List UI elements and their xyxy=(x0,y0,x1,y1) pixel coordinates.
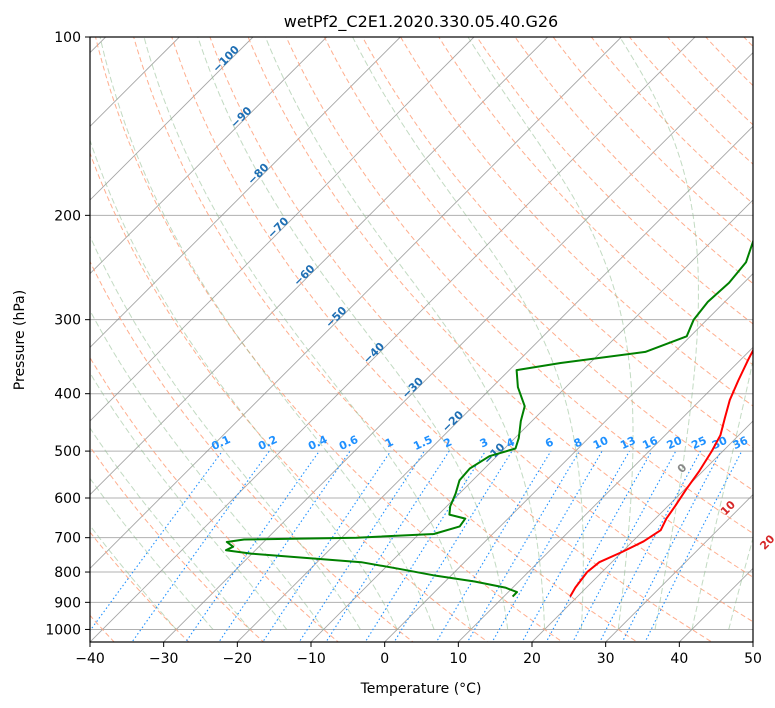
isotherm-line xyxy=(310,199,753,642)
x-tick-label: 40 xyxy=(670,651,688,667)
y-tick-label: 1000 xyxy=(45,622,81,638)
y-tick-label: 500 xyxy=(54,444,81,460)
plot-frame xyxy=(89,36,754,643)
mixing-ratio-line xyxy=(545,450,653,642)
isotherm-line xyxy=(90,37,622,569)
x-tick-label: 10 xyxy=(449,651,467,667)
moist-adiabat-line xyxy=(197,37,509,630)
moist-adiabat-line xyxy=(90,371,288,630)
x-axis-ticks: −40 −30 −20 −10 0 10 20 30 40 50 xyxy=(75,642,762,667)
moist-adiabat-line xyxy=(90,138,398,630)
moist-adiabat-line xyxy=(352,37,584,630)
x-tick-label: −10 xyxy=(296,651,326,667)
dry-adiabat-line xyxy=(552,37,753,245)
mixing-ratio-label: 10 xyxy=(591,434,611,452)
dewpoint-profile-line xyxy=(225,238,753,598)
moist-adiabat-line xyxy=(90,235,361,630)
mixing-ratio-line xyxy=(131,450,270,642)
mixing-ratio-line xyxy=(364,450,486,642)
profiles xyxy=(225,238,753,598)
isotherm-line xyxy=(531,420,753,642)
isotherm-line xyxy=(90,37,548,496)
x-tick-label: 50 xyxy=(744,651,762,667)
dry-adiabat-line xyxy=(361,37,753,449)
moist-adiabat-line xyxy=(90,477,214,630)
isotherm-line xyxy=(458,346,753,642)
dry-adiabat-line xyxy=(209,37,753,623)
dry-adiabat-line xyxy=(171,37,713,642)
dry-adiabat-line xyxy=(95,37,564,642)
y-axis-label: Pressure (hPa) xyxy=(12,290,28,390)
x-tick-label: 30 xyxy=(597,651,615,667)
dry-adiabat-line xyxy=(90,151,489,642)
chart-title: wetPf2_C2E1.2020.330.05.40.G26 xyxy=(284,12,558,32)
dry-adiabat-line xyxy=(400,37,753,407)
x-axis-label: Temperature (°C) xyxy=(360,681,482,697)
mixing-ratio-line xyxy=(491,450,603,642)
mixing-ratio-line xyxy=(435,450,552,642)
isotherm-line xyxy=(605,494,753,642)
x-tick-label: −30 xyxy=(149,651,179,667)
y-tick-label: 600 xyxy=(54,491,81,507)
y-tick-label: 300 xyxy=(54,313,81,329)
isotherm-line xyxy=(90,37,401,348)
mixing-ratio-line xyxy=(262,450,392,642)
mixing-ratio-line xyxy=(599,450,701,642)
dry-adiabat-line xyxy=(90,260,414,642)
y-axis-ticks: 100 200 300 400 500 600 700 800 900 1000 xyxy=(45,30,90,638)
mixing-ratio-line xyxy=(393,450,513,642)
x-tick-label: 0 xyxy=(380,651,389,667)
moist-adiabat-line xyxy=(90,427,251,630)
mixing-ratio-label: 36 xyxy=(731,434,751,452)
y-tick-label: 100 xyxy=(54,30,81,46)
isotherm-line xyxy=(237,125,753,642)
moist-adiabat-line xyxy=(619,37,699,630)
moist-adiabat-line xyxy=(691,357,753,630)
moist-adiabat-line xyxy=(264,37,546,630)
mixing-ratio-line xyxy=(218,450,351,642)
mixing-ratio-label: 20 xyxy=(665,434,685,452)
moist-adiabat-line xyxy=(99,37,435,630)
mixing-ratio-line xyxy=(325,450,450,642)
dry-adiabat-line xyxy=(438,37,753,366)
isotherm-line xyxy=(90,37,254,201)
isotherm-line xyxy=(90,37,475,422)
dry-adiabat-line xyxy=(133,37,638,642)
moist-adiabat-line xyxy=(90,524,177,630)
isotherm-line xyxy=(163,52,753,642)
y-tick-label: 900 xyxy=(54,595,81,611)
mixing-ratio-line xyxy=(298,450,425,642)
dry-adiabat-line xyxy=(323,37,753,491)
isotherm-line xyxy=(90,37,327,275)
y-tick-label: 400 xyxy=(54,387,81,403)
dry-adiabat-line xyxy=(90,356,339,642)
dry-adiabat-line xyxy=(628,37,753,165)
temperature-profile-line xyxy=(569,348,753,598)
y-tick-label: 700 xyxy=(54,531,81,547)
mixing-ratio-label: 25 xyxy=(689,434,708,452)
dry-adiabat-line xyxy=(476,37,753,325)
y-tick-label: 800 xyxy=(54,565,81,581)
mixing-ratio-line xyxy=(572,450,677,642)
mixing-ratio-label: 13 xyxy=(618,434,637,452)
x-tick-label: 20 xyxy=(523,651,541,667)
mixing-ratio-line xyxy=(466,450,580,642)
y-tick-label: 200 xyxy=(54,208,81,224)
mixing-ratio-label: 16 xyxy=(640,434,660,452)
moist-adiabat-line xyxy=(467,37,634,630)
isotherm-line xyxy=(384,273,753,642)
dry-adiabat-line xyxy=(90,445,265,642)
x-tick-label: −20 xyxy=(223,651,253,667)
isotherm-line xyxy=(90,37,696,642)
x-tick-label: −40 xyxy=(75,651,105,667)
